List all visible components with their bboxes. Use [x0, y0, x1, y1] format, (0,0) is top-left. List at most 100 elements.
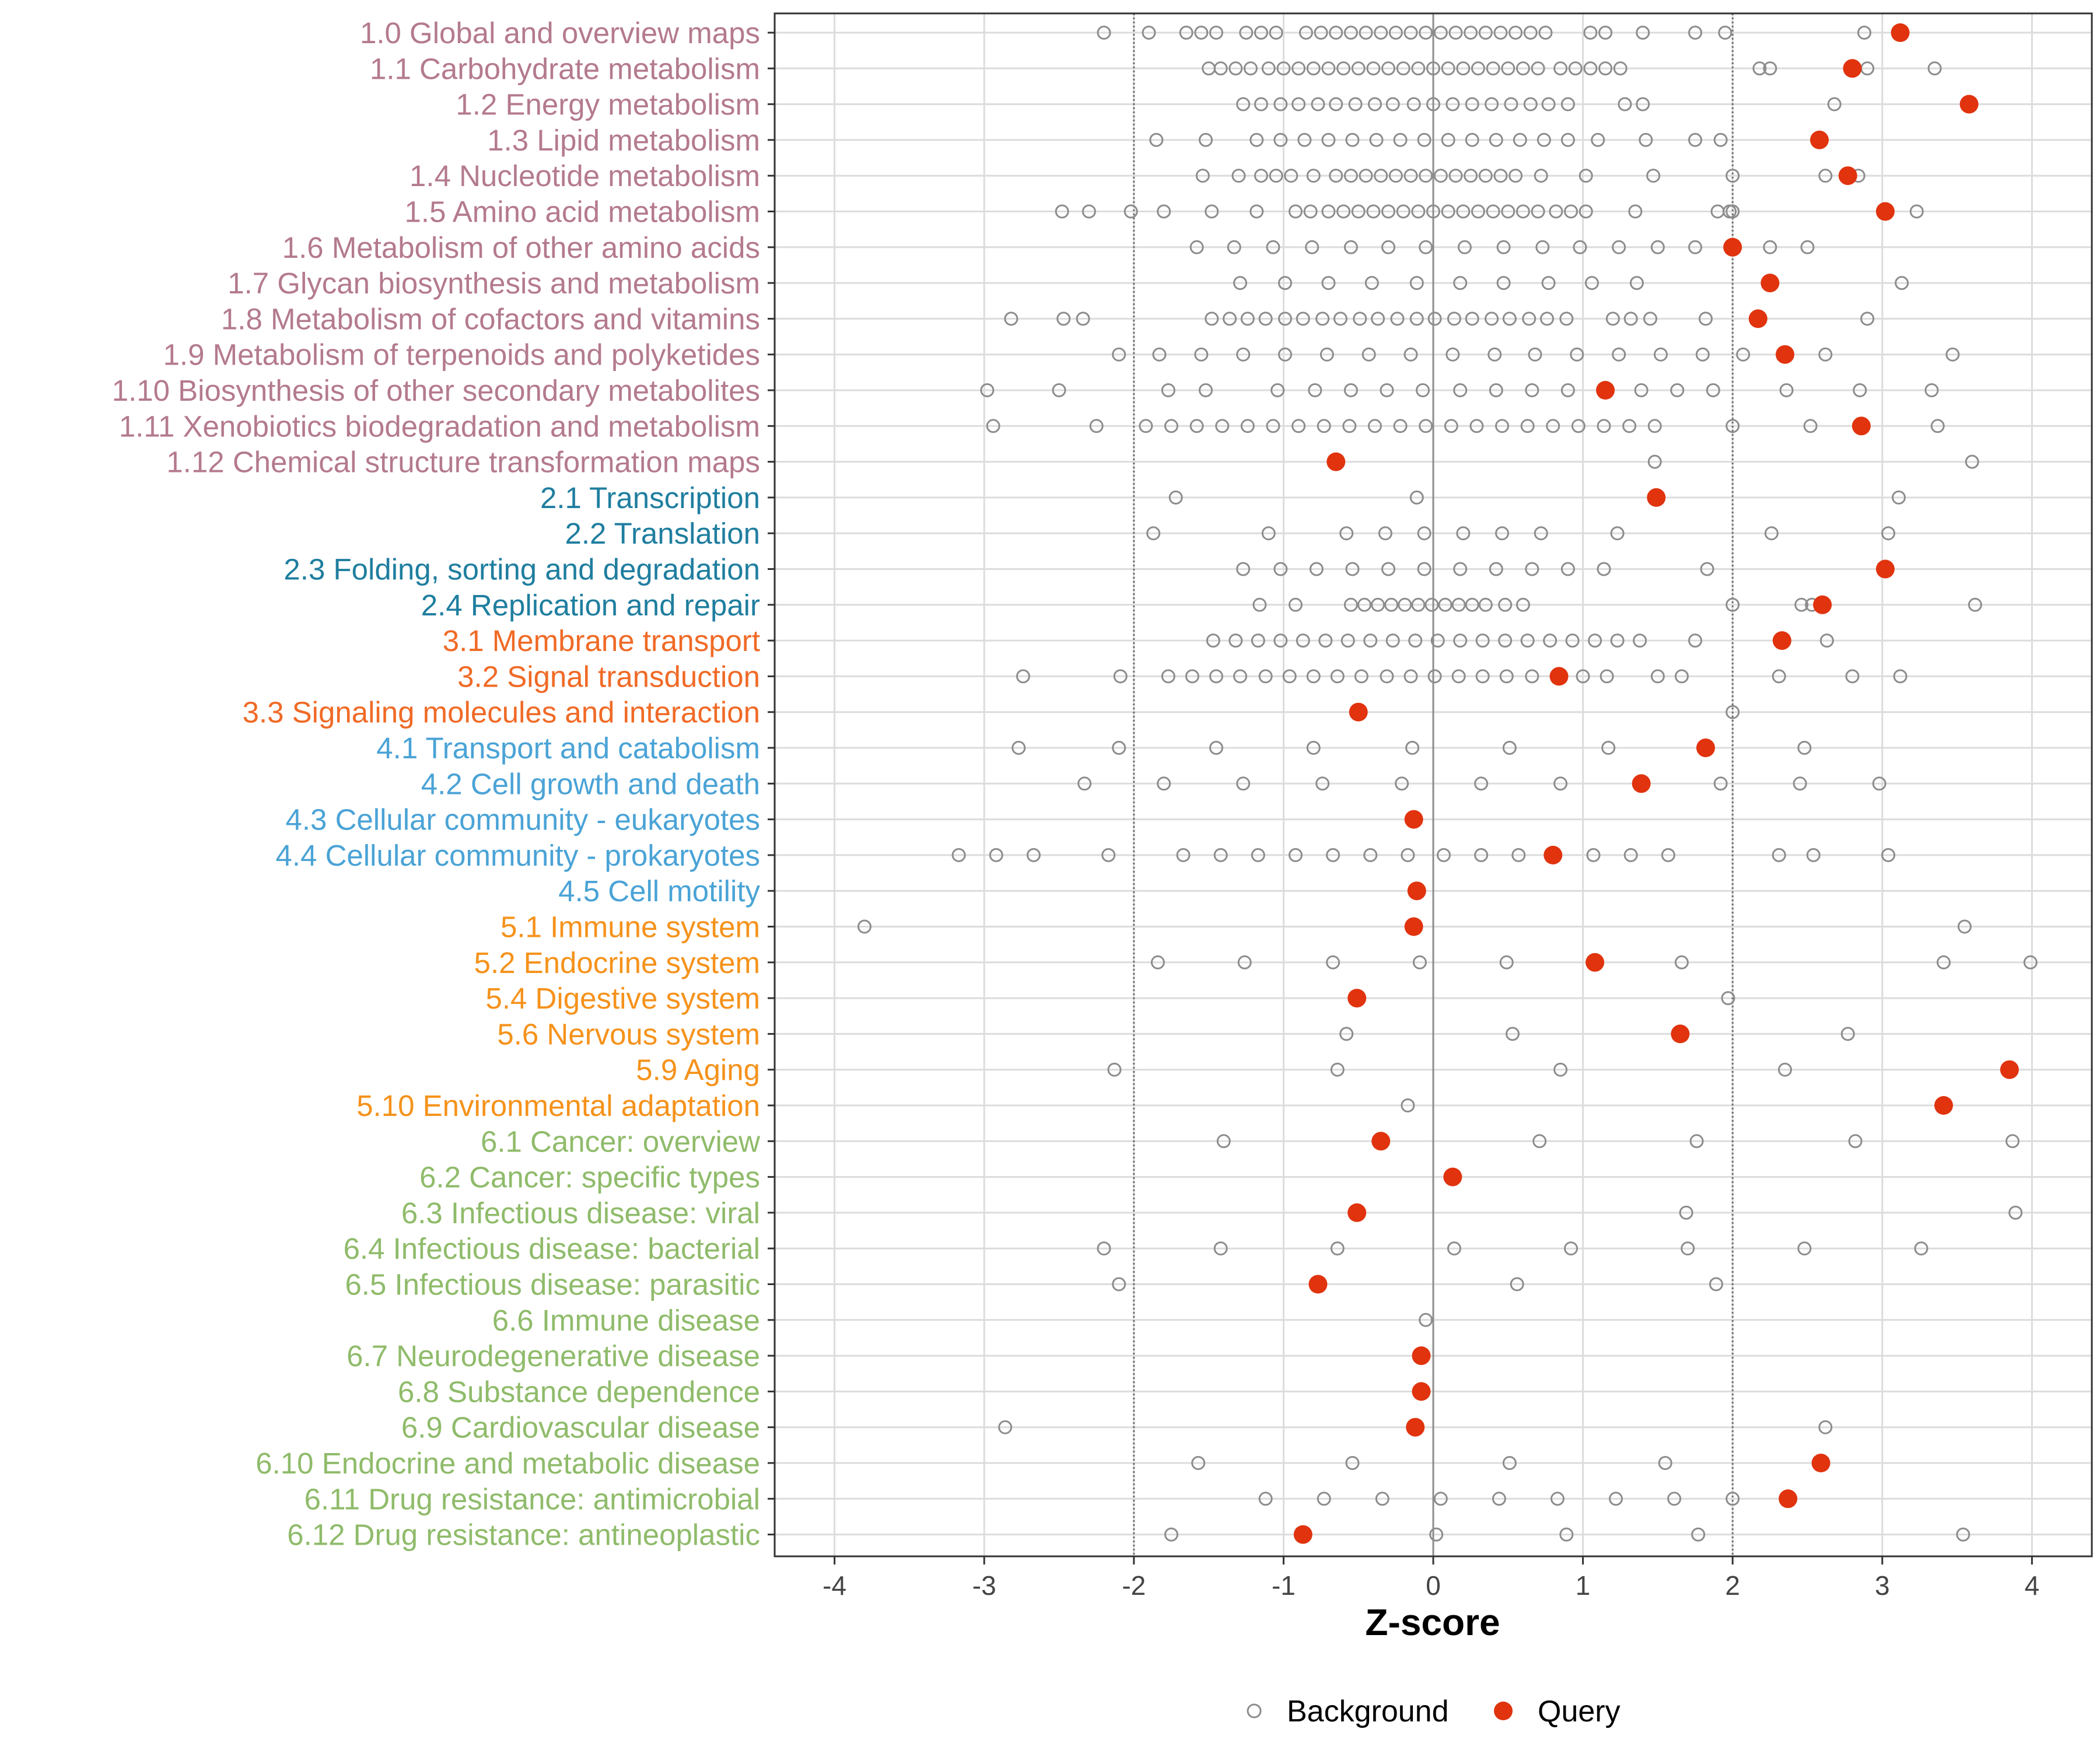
background-point [1511, 848, 1526, 862]
background-point [1269, 26, 1283, 40]
background-point [1326, 955, 1340, 970]
y-axis-label: 1.10 Biosynthesis of other secondary met… [112, 374, 760, 407]
background-point [1419, 419, 1433, 433]
y-axis-label: 3.3 Signaling molecules and interaction [243, 696, 760, 729]
background-point [1818, 169, 1833, 183]
background-point [1380, 669, 1394, 684]
background-point [1213, 848, 1228, 862]
y-axis-label: 1.1 Carbohydrate metabolism [370, 52, 760, 85]
background-point [1408, 634, 1423, 648]
background-point [1261, 526, 1276, 541]
query-point [1934, 1096, 1953, 1115]
background-point [980, 383, 995, 397]
query-point [1811, 1454, 1831, 1472]
background-point [1297, 132, 1312, 147]
background-point [1139, 419, 1153, 433]
query-point [1404, 917, 1423, 936]
background-point [1453, 562, 1468, 576]
background-point [1448, 26, 1463, 40]
background-point [1351, 61, 1366, 76]
background-point [1956, 1527, 1971, 1542]
background-point [1909, 204, 1924, 219]
background-point [1254, 169, 1268, 183]
background-point [1292, 61, 1306, 76]
background-point [1404, 669, 1418, 684]
y-axis-label: 6.2 Cancer: specific types [419, 1161, 760, 1194]
background-point [1329, 97, 1343, 111]
y-axis-label: 5.4 Digestive system [485, 982, 760, 1015]
background-point [1367, 419, 1382, 433]
background-point [1446, 97, 1460, 111]
background-point [1489, 383, 1503, 397]
background-point [1012, 741, 1026, 755]
background-point [1378, 526, 1392, 541]
background-point [1695, 347, 1710, 362]
background-point [1688, 26, 1703, 40]
background-point [1273, 132, 1288, 147]
background-point [1261, 61, 1276, 76]
background-point [1568, 61, 1583, 76]
background-point [1273, 97, 1288, 111]
background-point [1168, 490, 1183, 505]
background-point [1496, 276, 1511, 290]
background-point [1366, 204, 1381, 219]
background-point [1691, 1527, 1706, 1542]
background-point [1089, 419, 1104, 433]
background-point [1396, 204, 1410, 219]
y-axis-label: 6.1 Cancer: overview [481, 1125, 760, 1158]
background-point [1453, 276, 1468, 290]
background-point [1471, 204, 1485, 219]
background-point [1359, 26, 1373, 40]
background-point [2023, 955, 2038, 970]
background-point [1333, 312, 1348, 326]
y-axis-label: 1.4 Nucleotide metabolism [410, 159, 760, 192]
background-point [1254, 26, 1268, 40]
x-tick-label: -1 [1272, 1570, 1296, 1601]
background-point [1157, 204, 1171, 219]
background-point [1553, 776, 1568, 791]
y-axis-label: 3.1 Membrane transport [443, 624, 760, 657]
background-point [1499, 669, 1514, 684]
background-point [1288, 597, 1303, 612]
background-point [1240, 312, 1255, 326]
background-point [1485, 312, 1499, 326]
background-point [1056, 312, 1071, 326]
background-point [1914, 1241, 1929, 1256]
background-point [1216, 1134, 1231, 1149]
background-point [1309, 562, 1324, 576]
background-point [1586, 848, 1601, 862]
background-point [1433, 26, 1448, 40]
background-point [1441, 61, 1455, 76]
background-point [1206, 634, 1220, 648]
background-point [1236, 97, 1251, 111]
background-point [1273, 562, 1288, 576]
background-point [1618, 97, 1632, 111]
background-point [1411, 61, 1426, 76]
background-point [1343, 26, 1358, 40]
background-point [1343, 240, 1358, 254]
background-point [1205, 204, 1219, 219]
x-axis-ticks: -4 -3 -2 -1 0 1 2 3 4 [822, 1556, 2039, 1601]
background-point [1726, 204, 1740, 219]
background-point [1610, 526, 1625, 541]
background-point [1713, 776, 1728, 791]
background-point [1591, 132, 1605, 147]
background-point [1375, 1492, 1390, 1506]
background-point [1465, 97, 1479, 111]
query-point [1696, 738, 1715, 757]
background-point [1314, 26, 1328, 40]
background-point [1495, 526, 1510, 541]
background-point [1930, 419, 1945, 433]
background-point [1650, 669, 1665, 684]
background-point [1016, 669, 1030, 684]
x-tick-label: -4 [822, 1570, 846, 1601]
background-point [1252, 597, 1267, 612]
background-point [1276, 61, 1291, 76]
background-point [1721, 991, 1735, 1006]
background-point [1164, 1527, 1178, 1542]
background-point [1508, 169, 1523, 183]
background-point [1348, 97, 1363, 111]
background-point [1612, 347, 1626, 362]
background-point [1357, 597, 1371, 612]
background-point [1239, 26, 1254, 40]
